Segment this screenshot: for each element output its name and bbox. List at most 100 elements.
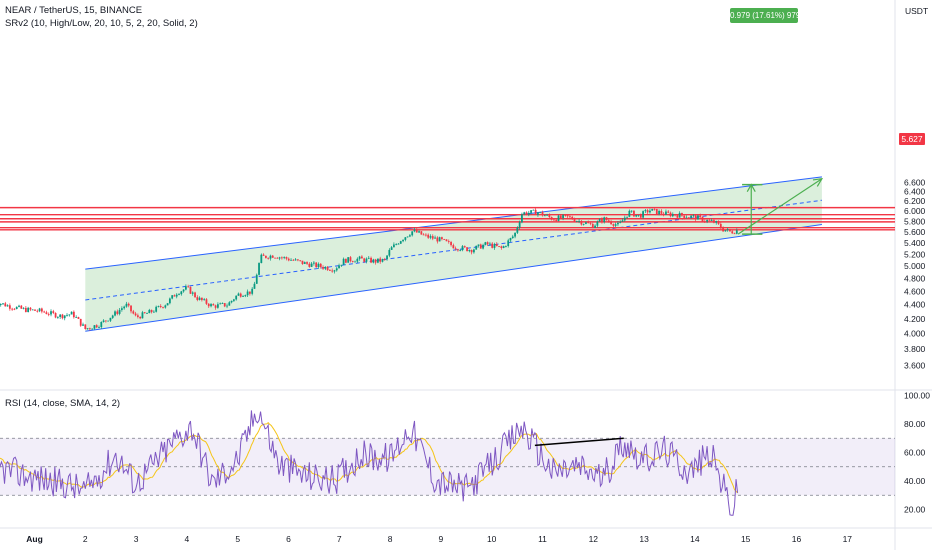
price-tick-label: 6.000 bbox=[904, 206, 926, 216]
candle-body bbox=[317, 263, 320, 268]
price-tick-label: 4.200 bbox=[904, 314, 926, 324]
candle-body bbox=[22, 307, 25, 309]
price-tick-label: 4.400 bbox=[904, 300, 926, 310]
candle-body bbox=[635, 215, 638, 217]
currency-label: USDT bbox=[905, 6, 929, 16]
candlestick-series bbox=[0, 208, 738, 331]
candle-body bbox=[436, 237, 439, 242]
candle-body bbox=[271, 255, 274, 258]
candle-body bbox=[56, 316, 59, 318]
candle-body bbox=[361, 256, 363, 259]
candle-body bbox=[232, 299, 235, 301]
candle-body bbox=[109, 317, 112, 321]
time-tick-label: 4 bbox=[185, 534, 190, 544]
candle-body bbox=[498, 246, 500, 247]
candle-body bbox=[63, 315, 66, 319]
candle-body bbox=[585, 222, 587, 224]
candle-body bbox=[258, 263, 260, 275]
candle-body bbox=[283, 257, 286, 258]
time-tick-label: 6 bbox=[286, 534, 291, 544]
candle-body bbox=[130, 305, 132, 312]
candle-body bbox=[477, 244, 480, 246]
candle-body bbox=[356, 258, 359, 262]
candle-body bbox=[84, 324, 87, 330]
candle-body bbox=[386, 255, 388, 260]
candle-body bbox=[687, 217, 690, 219]
candle-body bbox=[134, 313, 137, 316]
price-tick-label: 3.800 bbox=[904, 344, 926, 354]
candle-body bbox=[713, 220, 715, 223]
candle-body bbox=[8, 305, 11, 309]
rsi-divergence-line bbox=[534, 437, 624, 447]
candle-body bbox=[461, 246, 464, 251]
candle-body bbox=[463, 246, 466, 248]
candle-body bbox=[54, 312, 57, 318]
candle-body bbox=[628, 210, 631, 217]
candle-body bbox=[187, 286, 190, 288]
candle-body bbox=[377, 258, 379, 263]
candle-body bbox=[383, 259, 386, 260]
candle-body bbox=[141, 312, 144, 319]
candle-body bbox=[571, 216, 574, 220]
candle-body bbox=[726, 229, 729, 231]
time-tick-label: 9 bbox=[439, 534, 444, 544]
candle-body bbox=[617, 222, 619, 225]
candle-body bbox=[601, 219, 603, 222]
rsi-panel bbox=[0, 410, 895, 516]
price-tick-label: 5.200 bbox=[904, 249, 926, 259]
candle-body bbox=[107, 320, 110, 322]
candle-body bbox=[633, 210, 635, 217]
candle-body bbox=[143, 312, 146, 314]
candle-body bbox=[40, 308, 43, 312]
candle-body bbox=[72, 311, 75, 318]
channel-lower-line bbox=[85, 223, 822, 332]
candle-body bbox=[569, 216, 571, 218]
candle-body bbox=[68, 314, 71, 316]
candle-body bbox=[228, 302, 231, 306]
candle-body bbox=[594, 225, 596, 228]
candle-body bbox=[168, 298, 171, 304]
candle-body bbox=[150, 309, 153, 313]
candle-body bbox=[493, 244, 496, 248]
candle-body bbox=[86, 328, 89, 330]
candle-body bbox=[260, 254, 263, 264]
candle-body bbox=[244, 295, 247, 297]
candle-body bbox=[452, 245, 455, 249]
candle-body bbox=[470, 249, 473, 253]
candle-body bbox=[95, 325, 98, 328]
candle-body bbox=[603, 217, 606, 222]
candle-body bbox=[562, 215, 564, 219]
candle-body bbox=[251, 288, 254, 294]
candle-body bbox=[438, 237, 441, 242]
candle-body bbox=[402, 239, 404, 242]
candle-body bbox=[333, 270, 336, 272]
candle-body bbox=[139, 316, 142, 319]
candle-body bbox=[205, 299, 208, 304]
candle-body bbox=[710, 220, 713, 221]
candle-body bbox=[388, 249, 391, 256]
candle-body bbox=[100, 322, 103, 328]
candle-body bbox=[685, 217, 688, 219]
candle-body bbox=[345, 258, 347, 263]
candle-body bbox=[678, 212, 681, 218]
candle-body bbox=[491, 243, 494, 248]
candle-body bbox=[692, 215, 695, 217]
candle-body bbox=[152, 311, 155, 313]
candle-body bbox=[180, 291, 183, 295]
candle-body bbox=[296, 259, 299, 261]
candle-body bbox=[326, 266, 329, 271]
candle-body bbox=[619, 221, 622, 223]
candle-body bbox=[0, 303, 2, 306]
candle-body bbox=[381, 259, 384, 262]
candle-body bbox=[269, 255, 272, 259]
candle-body bbox=[651, 208, 654, 211]
candle-body bbox=[365, 258, 368, 262]
candle-body bbox=[313, 262, 315, 264]
candle-body bbox=[450, 242, 452, 246]
time-tick-label: 7 bbox=[337, 534, 342, 544]
candle-body bbox=[91, 328, 94, 330]
candle-body bbox=[468, 249, 471, 252]
candle-body bbox=[445, 239, 448, 242]
candle-body bbox=[459, 250, 462, 251]
